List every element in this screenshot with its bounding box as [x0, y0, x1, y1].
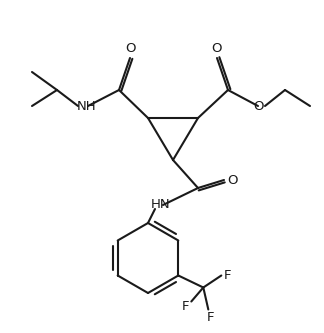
- Text: O: O: [126, 43, 136, 56]
- Text: F: F: [207, 311, 214, 324]
- Text: O: O: [211, 43, 221, 56]
- Text: F: F: [224, 269, 231, 282]
- Text: F: F: [181, 300, 189, 313]
- Text: NH: NH: [77, 100, 97, 113]
- Text: O: O: [254, 100, 264, 113]
- Text: O: O: [227, 173, 237, 186]
- Text: HN: HN: [151, 198, 171, 211]
